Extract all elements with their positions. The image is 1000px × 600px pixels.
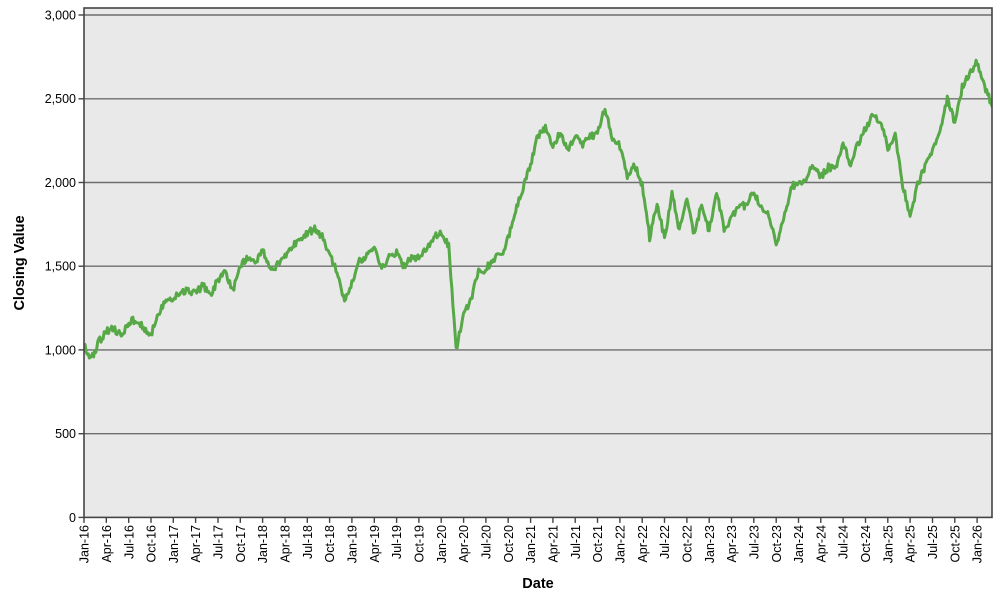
x-tick-label: Apr-20 [457, 525, 471, 563]
x-tick-label: Apr-17 [189, 525, 203, 563]
x-tick-label: Apr-18 [279, 525, 293, 563]
x-tick-label: Oct-22 [681, 525, 695, 563]
x-tick-label: Apr-23 [725, 525, 739, 563]
x-tick-label: Oct-19 [413, 525, 427, 563]
x-tick-label: Apr-19 [368, 525, 382, 563]
x-tick-label: Jul-19 [390, 525, 404, 559]
closing-value-line [84, 58, 992, 360]
plot-border [83, 7, 993, 519]
x-tick-label: Apr-22 [636, 525, 650, 563]
x-tick-label: Jan-16 [78, 525, 92, 563]
x-tick-label: Jul-16 [122, 525, 136, 559]
x-tick-label: Jan-22 [614, 525, 628, 563]
y-tick-label: 0 [69, 511, 76, 525]
plot-area [84, 8, 992, 518]
x-tick-label: Jul-24 [837, 525, 851, 559]
x-tick-label: Jul-20 [480, 525, 494, 559]
x-tick-label: Oct-25 [948, 525, 962, 563]
x-tick-label: Jan-25 [881, 525, 895, 563]
x-tick-label: Oct-16 [145, 525, 159, 563]
y-axis-title: Closing Value [12, 215, 28, 311]
y-tick-label: 1,500 [45, 260, 76, 274]
x-tick-label: Apr-25 [904, 525, 918, 563]
x-tick-label: Jul-21 [569, 525, 583, 559]
x-axis-title: Date [522, 576, 554, 592]
x-tick-label: Jan-18 [256, 525, 270, 563]
y-tick-label: 2,500 [45, 92, 76, 106]
x-tick-label: Oct-20 [502, 525, 516, 563]
x-tick-label: Jul-17 [212, 525, 226, 559]
x-tick-label: Apr-24 [814, 525, 828, 563]
x-tick-label: Apr-21 [547, 525, 561, 563]
x-tick-label: Jan-19 [346, 525, 360, 563]
x-tick-label: Jan-17 [167, 525, 181, 563]
y-tick-label: 3,000 [45, 8, 76, 22]
x-tick-label: Jul-18 [301, 525, 315, 559]
x-tick-label: Oct-18 [323, 525, 337, 563]
x-tick-label: Jan-20 [435, 525, 449, 563]
x-tick-label: Jul-23 [747, 525, 761, 559]
x-tick-label: Apr-16 [100, 525, 114, 563]
x-tick-label: Oct-21 [591, 525, 605, 563]
x-tick-label: Jan-24 [792, 525, 806, 563]
x-tick-label: Jul-25 [926, 525, 940, 559]
y-tick-label: 1,000 [45, 343, 76, 357]
x-tick-label: Oct-24 [859, 525, 873, 563]
x-tick-label: Jan-23 [703, 525, 717, 563]
x-tick-label: Oct-23 [770, 525, 784, 563]
x-tick-label: Oct-17 [234, 525, 248, 563]
x-tick-label: Jan-26 [971, 525, 985, 563]
x-tick-label: Jan-21 [524, 525, 538, 563]
x-tick-label: Jul-22 [658, 525, 672, 559]
y-tick-label: 2,000 [45, 176, 76, 190]
y-tick-label: 500 [55, 427, 76, 441]
